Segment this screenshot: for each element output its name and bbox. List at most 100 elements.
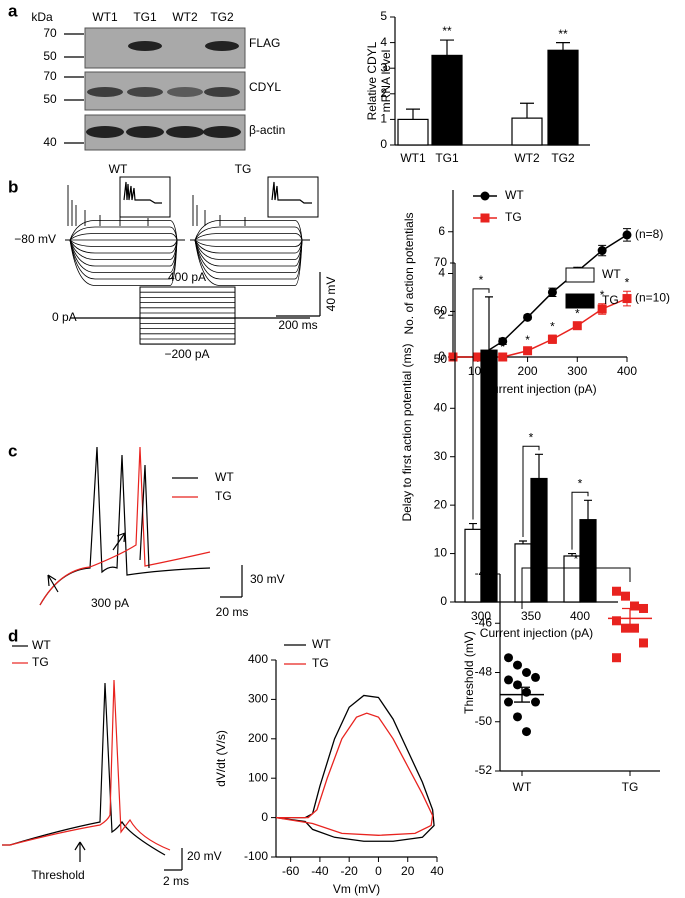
y-tick-label: 6 [438, 224, 445, 238]
y-tick-label: 50 [434, 352, 448, 366]
blot-row-label: FLAG [249, 36, 280, 50]
significance: * [550, 319, 555, 333]
blot-band [128, 41, 162, 51]
data-point [504, 653, 513, 663]
y-tick-label: 1 [380, 112, 387, 126]
y-axis-label: dV/dt (V/s) [214, 730, 228, 787]
series-line [275, 694, 435, 842]
error-bar [584, 499, 592, 520]
x-tick-label: TG2 [551, 151, 575, 165]
blot-band [87, 87, 123, 97]
trace [39, 446, 211, 606]
bar [530, 477, 548, 603]
y-axis-label: Threshold (mV) [462, 631, 476, 714]
bar [431, 54, 463, 146]
x-axis-label: Current injection (pA) [480, 626, 593, 640]
y-tick-label: -52 [475, 763, 493, 777]
x-axis-label: Vm (mV) [333, 882, 380, 896]
significance: ** [442, 24, 452, 38]
trace [39, 446, 211, 606]
data-point [498, 352, 508, 362]
legend-label: TG [215, 489, 232, 503]
data-point [480, 213, 490, 223]
data-point [448, 352, 458, 362]
trace [190, 239, 310, 254]
trace [2, 679, 171, 851]
significance: * [625, 275, 630, 289]
trace [190, 239, 310, 273]
panel-label: b [8, 177, 18, 196]
x-tick-label: WT2 [514, 151, 540, 165]
y-tick-label: 5 [380, 9, 387, 23]
marker-label: Threshold [31, 868, 84, 882]
data-point [523, 312, 533, 322]
scale-label: 200 ms [278, 318, 317, 332]
data-point [630, 601, 639, 611]
legend-label: WT [32, 638, 51, 652]
trace [65, 239, 185, 273]
trace [190, 239, 310, 247]
y-tick-label: 400 [248, 652, 268, 666]
y-axis-label: Delay to first action potential (ms) [400, 343, 414, 521]
trace [190, 233, 310, 241]
data-point [522, 727, 531, 737]
inset-trace [271, 181, 312, 204]
x-tick-label: 20 [401, 864, 415, 878]
data-point [622, 230, 632, 240]
data-point [504, 697, 513, 707]
data-point [531, 697, 540, 707]
y-axis-label: mRNA level [379, 50, 393, 113]
error-bar [485, 296, 493, 351]
data-point [547, 334, 557, 344]
trace [65, 239, 185, 286]
blot-unit: kDa [31, 10, 53, 24]
blot-band [127, 87, 163, 97]
x-tick-label: 400 [570, 609, 590, 623]
y-tick-label: -48 [475, 665, 493, 679]
trace [190, 226, 310, 241]
protocol-label: 400 pA [168, 270, 206, 284]
data-point [498, 336, 508, 346]
legend-label: WT [312, 637, 331, 651]
error-bar [520, 102, 534, 119]
scale-label: 20 mV [187, 849, 222, 863]
data-point [531, 672, 540, 682]
blot-band [167, 87, 203, 97]
y-tick-label: 200 [248, 731, 268, 745]
inset-trace [123, 181, 162, 204]
significance: * [600, 288, 605, 302]
legend-label: TG [602, 293, 619, 307]
panel-label: a [8, 1, 18, 20]
y-tick-label: 20 [434, 497, 448, 511]
mw-marker: 50 [43, 92, 57, 106]
data-point [480, 191, 490, 201]
protocol-label: 0 pA [52, 310, 77, 324]
protocol-box [139, 286, 236, 345]
significance: * [574, 552, 579, 566]
y-tick-label: 300 [248, 692, 268, 706]
x-tick-label: 350 [521, 609, 541, 623]
arrow [74, 841, 86, 862]
data-point [612, 653, 621, 663]
significance: * [479, 273, 484, 287]
legend-label: TG [505, 210, 522, 224]
data-point [513, 680, 522, 690]
error-bar [440, 39, 454, 56]
x-tick-label: -60 [282, 864, 300, 878]
trace [2, 682, 166, 856]
significance: * [578, 476, 583, 490]
panel-label: d [8, 626, 18, 645]
data-point [597, 246, 607, 256]
trace [190, 239, 310, 260]
arrow [47, 574, 59, 593]
data-point [621, 591, 630, 601]
x-tick-label: -20 [341, 864, 359, 878]
series-line [275, 712, 434, 836]
y-tick-label: -46 [475, 615, 493, 629]
lane-label: TG1 [133, 10, 157, 24]
data-point [612, 616, 621, 626]
x-tick-label: 200 [518, 364, 538, 378]
bracket [521, 567, 631, 609]
scale-label: 2 ms [163, 874, 189, 888]
blot-band [86, 126, 124, 138]
